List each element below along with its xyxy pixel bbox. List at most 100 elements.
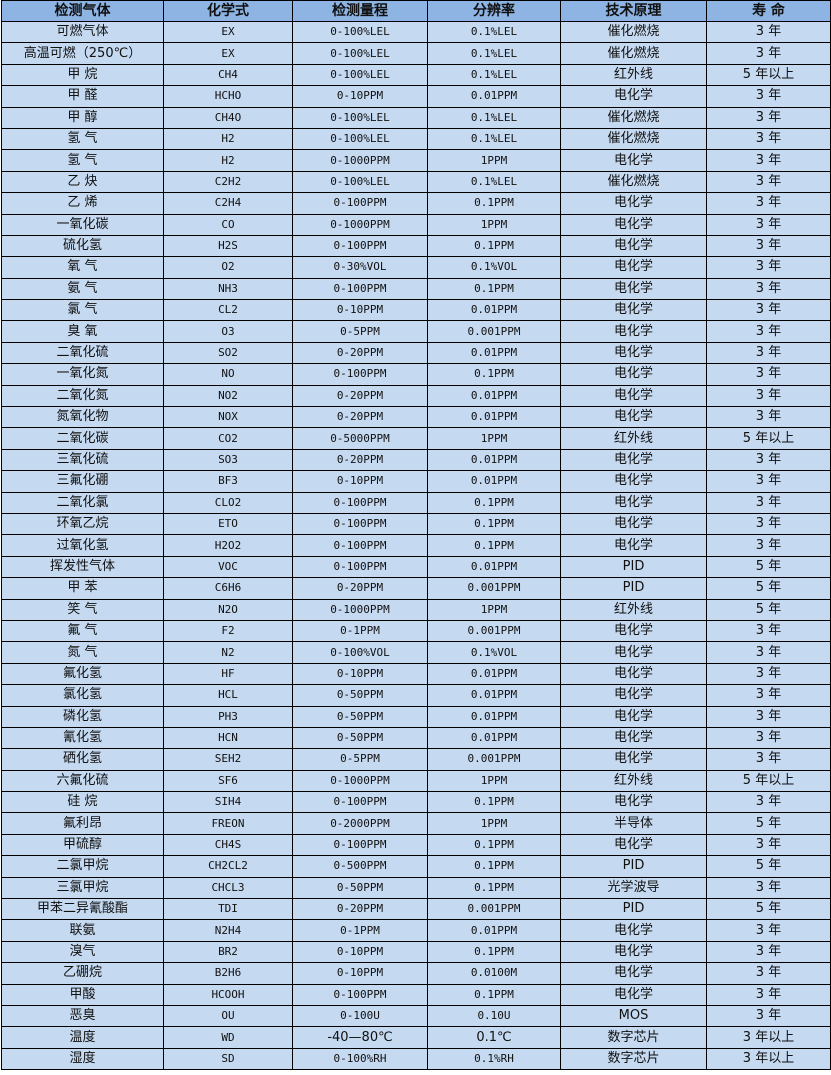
cell-lifespan: 3 年 [706, 406, 831, 429]
cell-chemical-formula: H2 [163, 127, 293, 151]
table-row: 乙 烯 C2H4 0-100PPM 0.1PPM 电化学 3 年 [1, 192, 831, 215]
cell-gas-name: 乙 炔 [1, 170, 164, 194]
cell-gas-name: 甲 烷 [1, 63, 164, 87]
cell-lifespan: 3 年 [706, 833, 831, 857]
cell-lifespan: 3 年 [706, 705, 831, 728]
table-row: 氰化氢 HCN 0-50PPM 0.01PPM 电化学 3 年 [1, 726, 831, 750]
cell-resolution: 0.1℃ [427, 1026, 561, 1049]
cell-resolution: 1PPM [427, 812, 561, 835]
cell-lifespan: 3 年 [706, 384, 831, 408]
cell-detection-range: 0-100PPM [292, 555, 428, 579]
cell-principle: 电化学 [560, 684, 707, 707]
cell-principle: 催化燃烧 [560, 106, 707, 129]
cell-resolution: 0.1PPM [427, 855, 561, 878]
cell-lifespan: 5 年 [706, 898, 831, 921]
cell-gas-name: 乙 烯 [1, 192, 164, 215]
cell-chemical-formula: CL2 [163, 299, 293, 322]
cell-resolution: 0.1PPM [427, 534, 561, 557]
table-row: 联氨 N2H4 0-1PPM 0.01PPM 电化学 3 年 [1, 919, 831, 942]
cell-principle: 红外线 [560, 63, 707, 87]
cell-gas-name: 二氧化硫 [1, 341, 164, 365]
cell-principle: 电化学 [560, 512, 707, 536]
cell-detection-range: 0-1000PPM [292, 213, 428, 236]
cell-lifespan: 3 年以上 [706, 1026, 831, 1049]
table-row: 一氧化碳 CO 0-1000PPM 1PPM 电化学 3 年 [1, 213, 831, 236]
cell-detection-range: 0-100PPM [292, 234, 428, 258]
cell-gas-name: 甲 醇 [1, 106, 164, 129]
cell-principle: 电化学 [560, 277, 707, 301]
cell-principle: 电化学 [560, 662, 707, 686]
cell-detection-range: 0-100%RH [292, 1047, 428, 1071]
cell-gas-name: 一氧化氮 [1, 363, 164, 386]
cell-lifespan: 5 年 [706, 555, 831, 579]
cell-principle: 电化学 [560, 983, 707, 1006]
cell-chemical-formula: CH2CL2 [163, 855, 293, 878]
cell-lifespan: 3 年 [706, 363, 831, 386]
cell-detection-range: 0-20PPM [292, 384, 428, 408]
cell-principle: PID [560, 855, 707, 878]
table-row: 氢 气 H2 0-1000PPM 1PPM 电化学 3 年 [1, 149, 831, 172]
cell-lifespan: 3 年 [706, 1004, 831, 1028]
cell-resolution: 0.1PPM [427, 192, 561, 215]
cell-principle: 电化学 [560, 491, 707, 514]
cell-chemical-formula: OU [163, 1004, 293, 1028]
cell-principle: PID [560, 555, 707, 579]
cell-detection-range: 0-100PPM [292, 833, 428, 857]
cell-principle: 电化学 [560, 619, 707, 643]
cell-resolution: 0.1%LEL [427, 63, 561, 87]
cell-resolution: 0.1PPM [427, 791, 561, 814]
cell-gas-name: 臭 氧 [1, 320, 164, 343]
cell-resolution: 0.001PPM [427, 619, 561, 643]
table-row: 二氧化氮 NO2 0-20PPM 0.01PPM 电化学 3 年 [1, 384, 831, 408]
table-row: 一氧化氮 NO 0-100PPM 0.1PPM 电化学 3 年 [1, 363, 831, 386]
cell-lifespan: 3 年 [706, 876, 831, 900]
table-row: 三氯甲烷 CHCL3 0-50PPM 0.1PPM 光学波导 3 年 [1, 876, 831, 900]
table-row: 温度 WD -40—80℃ 0.1℃ 数字芯片 3 年以上 [1, 1026, 831, 1049]
cell-chemical-formula: H2O2 [163, 534, 293, 557]
cell-chemical-formula: CO2 [163, 427, 293, 450]
cell-chemical-formula: HCHO [163, 85, 293, 108]
cell-resolution: 0.01PPM [427, 726, 561, 750]
cell-lifespan: 3 年 [706, 170, 831, 194]
cell-lifespan: 3 年 [706, 962, 831, 985]
cell-lifespan: 3 年 [706, 619, 831, 643]
cell-principle: 红外线 [560, 598, 707, 621]
cell-chemical-formula: ETO [163, 512, 293, 536]
cell-lifespan: 3 年 [706, 919, 831, 942]
cell-gas-name: 磷化氢 [1, 705, 164, 728]
cell-lifespan: 3 年 [706, 149, 831, 172]
table-row: 氢 气 H2 0-100%LEL 0.1%LEL 催化燃烧 3 年 [1, 127, 831, 151]
cell-principle: 半导体 [560, 812, 707, 835]
cell-lifespan: 5 年以上 [706, 63, 831, 87]
cell-principle: 催化燃烧 [560, 42, 707, 65]
cell-gas-name: 乙硼烷 [1, 962, 164, 985]
cell-principle: 电化学 [560, 234, 707, 258]
table-row: 硅 烷 SIH4 0-100PPM 0.1PPM 电化学 3 年 [1, 791, 831, 814]
cell-detection-range: 0-1000PPM [292, 149, 428, 172]
cell-chemical-formula: SEH2 [163, 748, 293, 771]
cell-lifespan: 3 年 [706, 341, 831, 365]
cell-chemical-formula: PH3 [163, 705, 293, 728]
cell-detection-range: 0-100PPM [292, 534, 428, 557]
cell-gas-name: 硅 烷 [1, 791, 164, 814]
cell-lifespan: 3 年 [706, 684, 831, 707]
table-row: 氮 气 N2 0-100%VOL 0.1%VOL 电化学 3 年 [1, 641, 831, 664]
cell-lifespan: 3 年 [706, 983, 831, 1006]
cell-lifespan: 3 年 [706, 470, 831, 493]
cell-detection-range: 0-10PPM [292, 85, 428, 108]
cell-principle: 电化学 [560, 534, 707, 557]
cell-principle: 电化学 [560, 791, 707, 814]
cell-resolution: 0.1PPM [427, 277, 561, 301]
cell-principle: 催化燃烧 [560, 20, 707, 44]
cell-detection-range: 0-10PPM [292, 662, 428, 686]
cell-resolution: 0.01PPM [427, 341, 561, 365]
cell-lifespan: 3 年 [706, 320, 831, 343]
cell-detection-range: 0-20PPM [292, 406, 428, 429]
cell-gas-name: 甲苯二异氰酸酯 [1, 898, 164, 921]
table-row: 甲 苯 C6H6 0-20PPM 0.001PPM PID 5 年 [1, 577, 831, 600]
table-row: 甲 醇 CH4O 0-100%LEL 0.1%LEL 催化燃烧 3 年 [1, 106, 831, 129]
column-header-detection-range: 检测量程 [292, 0, 428, 22]
cell-lifespan: 3 年 [706, 20, 831, 44]
cell-chemical-formula: CLO2 [163, 491, 293, 514]
cell-gas-name: 氢 气 [1, 149, 164, 172]
